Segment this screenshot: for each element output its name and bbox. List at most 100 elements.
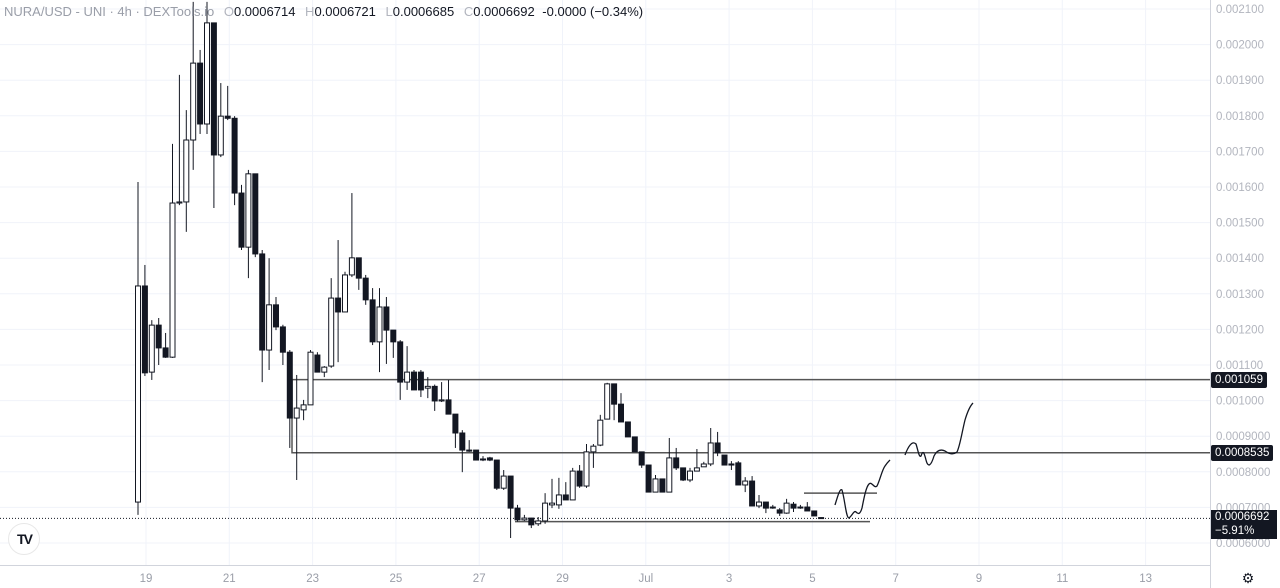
current-price: 0.0006692 [1215,511,1270,523]
price-tick-label: 0.001400 [1216,253,1264,265]
high-value: 0.0006721 [314,4,376,19]
candle-down [728,463,735,466]
candle-down [631,436,638,453]
time-axis[interactable]: 19 21 23 25 27 29 Jul 3 5 7 9 11 13 [140,573,1152,585]
candle-up [183,139,190,203]
candle-down [238,192,245,248]
candle-down [431,385,438,402]
candle-down [645,464,652,493]
open-label: O [223,4,234,19]
symbol-title[interactable]: NURA/USD - UNI · 4h · DEXTools.io [4,4,215,19]
candle-up [583,451,590,487]
candle-down [776,509,783,514]
candle-up [707,442,714,465]
price-axis[interactable]: 0.002100 0.002000 0.001900 0.001800 0.001700… [1216,4,1270,550]
candle-up [521,517,528,521]
time-tick-label: 19 [140,573,153,585]
candle-up [376,306,383,343]
high-label: H [305,4,315,19]
grid [0,0,1210,565]
candle-down [811,510,818,517]
price-tick-label: 0.002100 [1216,4,1264,16]
price-tick-label: 0.001300 [1216,289,1264,301]
low-label: L [385,4,393,19]
candle-up [590,445,597,453]
price-tick-label: 0.001100 [1216,360,1263,372]
current-change: −5.91% [1215,524,1255,537]
time-tick-label: 29 [556,573,569,585]
candle-up [480,458,486,461]
price-tick-label: 0.0006000 [1216,538,1270,550]
candle-down [507,475,514,509]
candles [135,1,825,539]
candle-down [562,494,569,501]
candle-down [259,253,266,351]
candle-down [155,324,162,349]
candle-up [542,502,549,522]
candle-up [500,475,507,489]
candle-up [321,366,328,373]
candle-down [514,507,521,521]
candle-down [790,503,797,509]
candle-down [493,459,500,489]
price-tick-label: 0.0009000 [1216,431,1270,443]
candle-down [466,449,473,452]
projection-drawing-1 [834,459,891,519]
current-price-label: 0.0006692 −5.91% [1211,510,1277,539]
candle-down [576,470,583,487]
price-tick-label: 0.001800 [1216,111,1264,123]
candle-up [797,506,804,509]
settings-gear-icon[interactable]: ⚙ [1241,570,1255,586]
candle-up [769,506,776,509]
candle-down [390,329,397,343]
time-tick-label: 21 [223,573,236,585]
candle-up [756,501,762,507]
candle-down [680,467,687,481]
low-value: 0.0006685 [392,4,455,19]
candle-down [528,517,535,526]
candle-up [700,463,707,468]
projection-drawing-2 [904,402,974,466]
candle-up [148,324,155,373]
candle-down [659,478,666,493]
tradingview-logo-icon[interactable]: TV [8,523,40,555]
candle-down [714,442,721,454]
candle-down [473,449,480,461]
candle-up [266,304,273,351]
candle-up [652,478,659,493]
price-tick-label: 0.001200 [1216,324,1264,336]
candle-down [417,371,424,391]
close-value: 0.0006692 [473,4,535,19]
candle-down [486,457,493,461]
price-tick-label: 0.001700 [1216,146,1264,158]
candle-down [362,277,369,301]
candle-down [673,457,680,469]
candle-down [721,454,728,466]
level-label-resistance: 0.001059 [1211,371,1267,388]
candle-down [197,62,204,125]
time-tick-label: 23 [306,573,319,585]
candle-down [162,347,169,358]
candle-up [348,257,355,276]
candle-down [224,115,231,119]
candle-up [597,419,604,446]
time-tick-label: 3 [726,573,732,585]
candle-up [217,115,224,156]
time-tick-label: Jul [638,573,653,585]
candle-up [549,502,555,506]
candle-down [314,354,321,373]
candle-up [424,385,431,389]
candle-down [638,451,645,466]
candle-down [369,299,376,343]
candle-up [555,494,562,506]
candle-up [307,351,314,406]
time-tick-label: 5 [809,573,815,585]
candle-up [190,62,197,141]
mid-level-line [291,379,1210,454]
price-tick-label: 0.001900 [1216,75,1264,87]
candle-down [818,517,825,520]
candle-down [383,306,390,331]
time-tick-label: 11 [1056,573,1068,585]
candle-down [141,285,148,374]
